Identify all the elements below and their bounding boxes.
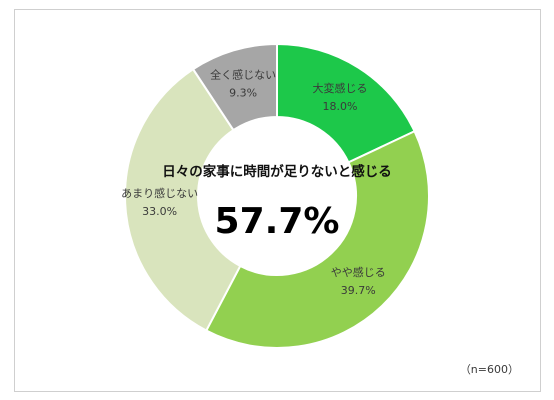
- center-caption: 日々の家事に時間が足りないと感じる: [162, 163, 392, 180]
- slice-labels: 大変感じる 18.0% やや感じる 39.7% あまり感じない 33.0% 全く感じない 9.…: [121, 67, 386, 296]
- donut-slices: [124, 42, 430, 349]
- slice-value-not-at-all: 9.3%: [229, 86, 257, 99]
- slice-value-not-much: 33.0%: [142, 205, 177, 218]
- slice-value-very: 18.0%: [322, 100, 357, 113]
- slice-value-somewhat: 39.7%: [341, 284, 376, 297]
- slice-label-not-much: あまり感じない: [121, 187, 198, 200]
- slice-somewhat: [204, 129, 430, 349]
- slice-label-somewhat: やや感じる: [331, 266, 386, 279]
- slice-not-much: [124, 67, 242, 332]
- center-value: 57.7%: [215, 201, 340, 242]
- slice-not-at-all: [191, 42, 278, 132]
- slice-label-very: 大変感じる: [312, 81, 367, 95]
- slice-label-not-at-all: 全く感じない: [210, 67, 276, 81]
- sample-size: （n=600）: [460, 363, 519, 376]
